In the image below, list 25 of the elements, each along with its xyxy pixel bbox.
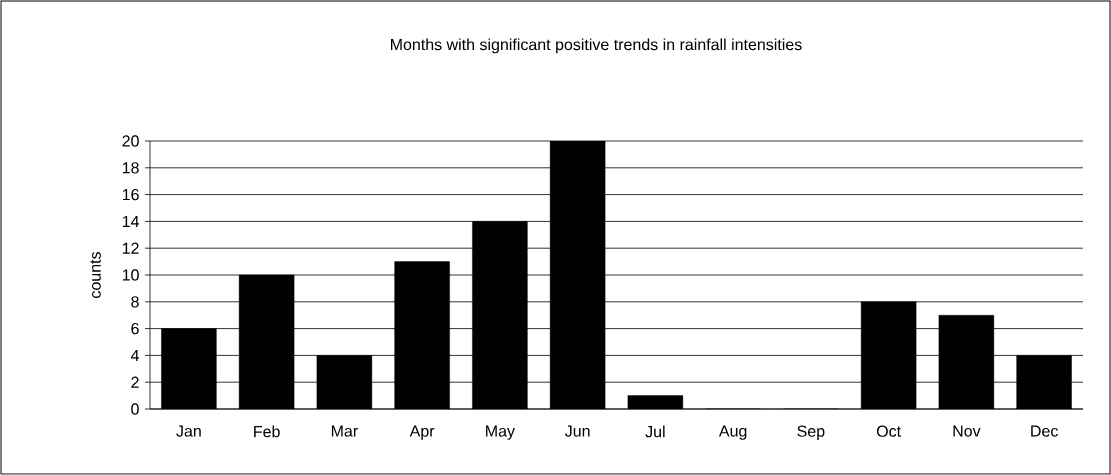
x-tick-label: Feb	[254, 425, 280, 438]
y-tick-label: 16	[122, 188, 139, 201]
y-axis-title: counts	[90, 252, 101, 298]
x-tick-label: Apr	[409, 425, 435, 440]
y-tick-label: 10	[122, 269, 139, 281]
x-tick-label: Aug	[718, 425, 747, 440]
x-tick-label: May	[486, 425, 515, 440]
y-tick-label: 18	[122, 162, 139, 174]
x-tick-label: Jul	[645, 425, 665, 438]
y-tick-label: 12	[122, 242, 139, 254]
x-tick-label: Oct	[876, 425, 901, 437]
y-tick-label: 2	[131, 376, 139, 388]
x-tick-label: Jan	[176, 425, 201, 437]
y-tick-label: 0	[131, 403, 139, 415]
y-tick-label: 4	[130, 349, 139, 361]
y-tick-label: 8	[131, 296, 139, 308]
y-tick-label: 6	[131, 322, 139, 335]
x-tick-label: Jun	[564, 425, 590, 437]
y-tick-label: 20	[122, 135, 139, 147]
x-tick-label: Dec	[1031, 425, 1058, 437]
y-tick-label: 14	[122, 215, 139, 227]
x-tick-label: Mar	[331, 425, 358, 437]
chart-title: Months with significant positive trends in rainfall intensities	[391, 38, 802, 54]
x-tick-label: Nov	[953, 425, 981, 437]
x-tick-label: Sep	[797, 425, 825, 441]
